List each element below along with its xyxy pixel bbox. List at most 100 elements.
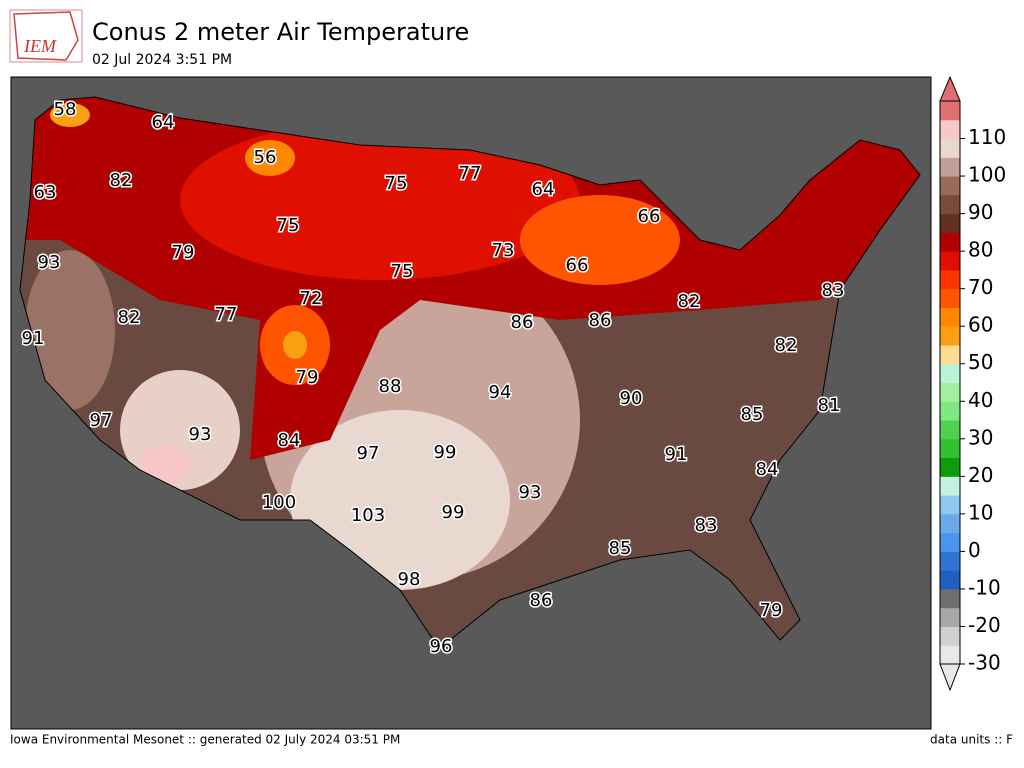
colorbar-swatch: [940, 438, 960, 459]
footer-left: Iowa Environmental Mesonet :: generated …: [10, 733, 400, 747]
temperature-label: 83: [695, 515, 718, 536]
colorbar-frame: [939, 100, 961, 665]
colorbar-tick-label: 80: [968, 238, 993, 262]
logo-outline: [13, 11, 79, 61]
colorbar-swatch: [940, 213, 960, 233]
temperature-label: 58: [54, 99, 77, 120]
temperature-label: 86: [530, 590, 553, 611]
colorbar-swatch: [940, 495, 960, 515]
colorbar-tick-label: 40: [968, 388, 993, 412]
temperature-label: 91: [665, 444, 688, 465]
colorbar-tick-label: -30: [968, 651, 1001, 675]
temperature-label: 91: [22, 328, 45, 349]
colorbar-tick-label: 0: [968, 538, 981, 562]
colorbar-tick-label: 50: [968, 350, 993, 374]
temperature-label: 82: [110, 170, 133, 191]
colorbar-swatch: [940, 307, 960, 327]
colorbar-swatch: [940, 645, 960, 665]
temperature-label: 88: [379, 376, 402, 397]
temperature-label: 93: [519, 482, 542, 503]
temperature-label: 94: [489, 382, 512, 403]
temperature-label: 99: [442, 502, 465, 523]
colorbar-swatch: [940, 363, 960, 383]
temperature-label: 82: [775, 335, 798, 356]
colorbar-swatch: [940, 420, 960, 440]
temperature-label: 97: [90, 410, 113, 431]
field-cooler: [520, 195, 680, 285]
colorbar-swatch: [940, 588, 960, 609]
colorbar-swatch: [940, 232, 960, 252]
field-coolest: [245, 140, 295, 176]
colorbar-swatch: [940, 101, 960, 121]
title: Conus 2 meter Air Temperature: [92, 18, 469, 46]
temperature-label: 86: [589, 310, 612, 331]
colorbar-swatch: [940, 176, 960, 196]
temperature-label: 98: [398, 569, 421, 590]
colorbar-swatch: [940, 457, 960, 477]
colorbar-swatch: [940, 288, 960, 308]
logo-text: IEM: [23, 36, 57, 56]
colorbar-swatch: [940, 251, 960, 271]
temperature-label: 77: [215, 304, 238, 325]
colorbar-tick-label: 110: [968, 125, 1006, 149]
temperature-label: 93: [189, 424, 212, 445]
colorbar-swatch: [940, 269, 960, 290]
temperature-label: 84: [278, 430, 301, 451]
field-hottest: [140, 445, 190, 485]
temperature-label: 64: [532, 179, 555, 200]
temperature-label: 82: [118, 307, 141, 328]
temperature-label: 84: [756, 459, 779, 480]
colorbar-swatch: [940, 532, 960, 552]
temperature-label: 77: [459, 163, 482, 184]
temperature-label: 79: [172, 242, 195, 263]
temperature-label: 64: [152, 112, 175, 133]
colorbar-tick-label: -10: [968, 575, 1001, 599]
colorbar-tick-label: 90: [968, 200, 993, 224]
colorbar-extend-low: [939, 663, 961, 692]
colorbar-swatch: [940, 570, 960, 590]
colorbar-swatch: [940, 382, 960, 402]
colorbar-swatch: [940, 607, 960, 627]
colorbar-swatch: [940, 626, 960, 646]
colorbar-swatch: [940, 138, 960, 158]
temperature-label: 75: [385, 173, 408, 194]
colorbar-tick-label: -20: [968, 613, 1001, 637]
colorbar-swatch: [940, 119, 960, 140]
colorbar-swatch: [940, 401, 960, 421]
colorbar-swatch: [940, 194, 960, 215]
temperature-label: 63: [34, 182, 57, 203]
field-warm: [25, 250, 115, 410]
colorbar-swatch: [940, 513, 960, 534]
temperature-label: 66: [638, 206, 661, 227]
temperature-label: 100: [262, 492, 296, 513]
temperature-label: 99: [434, 442, 457, 463]
colorbar-swatch: [940, 157, 960, 177]
colorbar-tick-label: 20: [968, 463, 993, 487]
colorbar-swatch: [940, 326, 960, 346]
subtitle: 02 Jul 2024 3:51 PM: [92, 52, 232, 68]
colorbar-swatch: [940, 476, 960, 496]
temperature-label: 81: [818, 395, 841, 416]
field-hot: [290, 410, 510, 590]
temperature-label: 103: [351, 505, 385, 526]
temperature-label: 75: [391, 261, 414, 282]
temperature-label: 72: [300, 288, 323, 309]
colorbar-tick-label: 30: [968, 425, 993, 449]
footer-right: data units :: F: [930, 733, 1013, 747]
temperature-label: 85: [609, 538, 632, 559]
field-coolest: [283, 331, 307, 359]
colorbar-swatch: [940, 344, 960, 365]
field-coolest: [50, 103, 90, 127]
temperature-label: 90: [620, 388, 643, 409]
colorbar-extend-high: [939, 75, 961, 102]
temperature-label: 79: [296, 367, 319, 388]
temperature-label: 75: [277, 215, 300, 236]
colorbar-tick-label: 70: [968, 275, 993, 299]
colorbar-swatch: [940, 551, 960, 571]
temperature-label: 83: [822, 280, 845, 301]
colorbar-tick-label: 100: [968, 163, 1006, 187]
temperature-label: 66: [566, 255, 589, 276]
temperature-label: 73: [492, 240, 515, 261]
temperature-label: 85: [741, 404, 764, 425]
